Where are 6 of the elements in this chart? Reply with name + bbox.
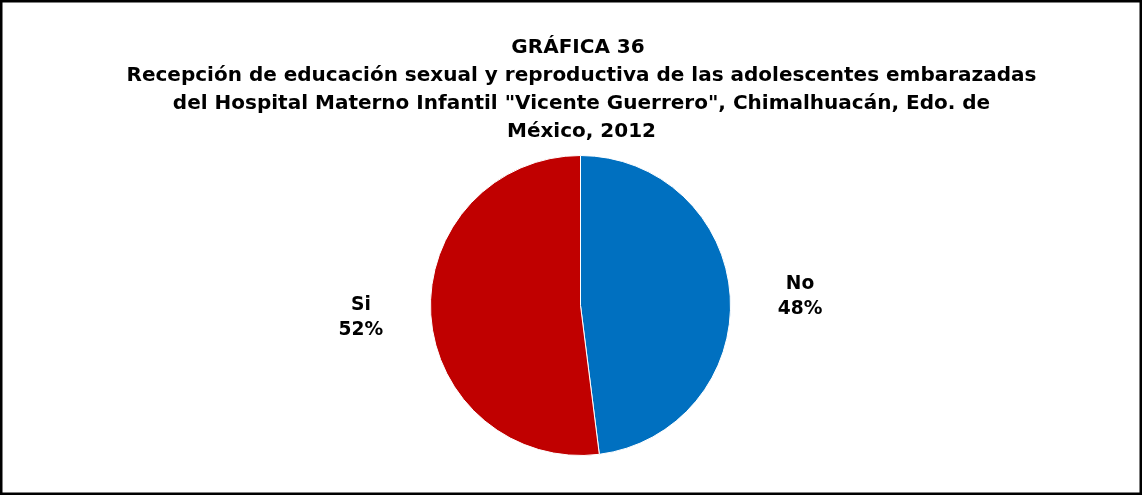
data-label: 48%: [777, 296, 823, 318]
slice-label: Si: [351, 293, 371, 315]
slice-label: No: [785, 271, 815, 293]
chart-subtitle: Recepción de educación sexual y reproductiva de las adolescentes embarazadas del Hospital Materno Infantil "Vicente Guerrero", Chimalhuacán, Edo. de México, 2012: [126, 61, 1037, 142]
data-label: 52%: [338, 318, 384, 340]
chart-title: GRÁFICA 36: [511, 33, 645, 58]
